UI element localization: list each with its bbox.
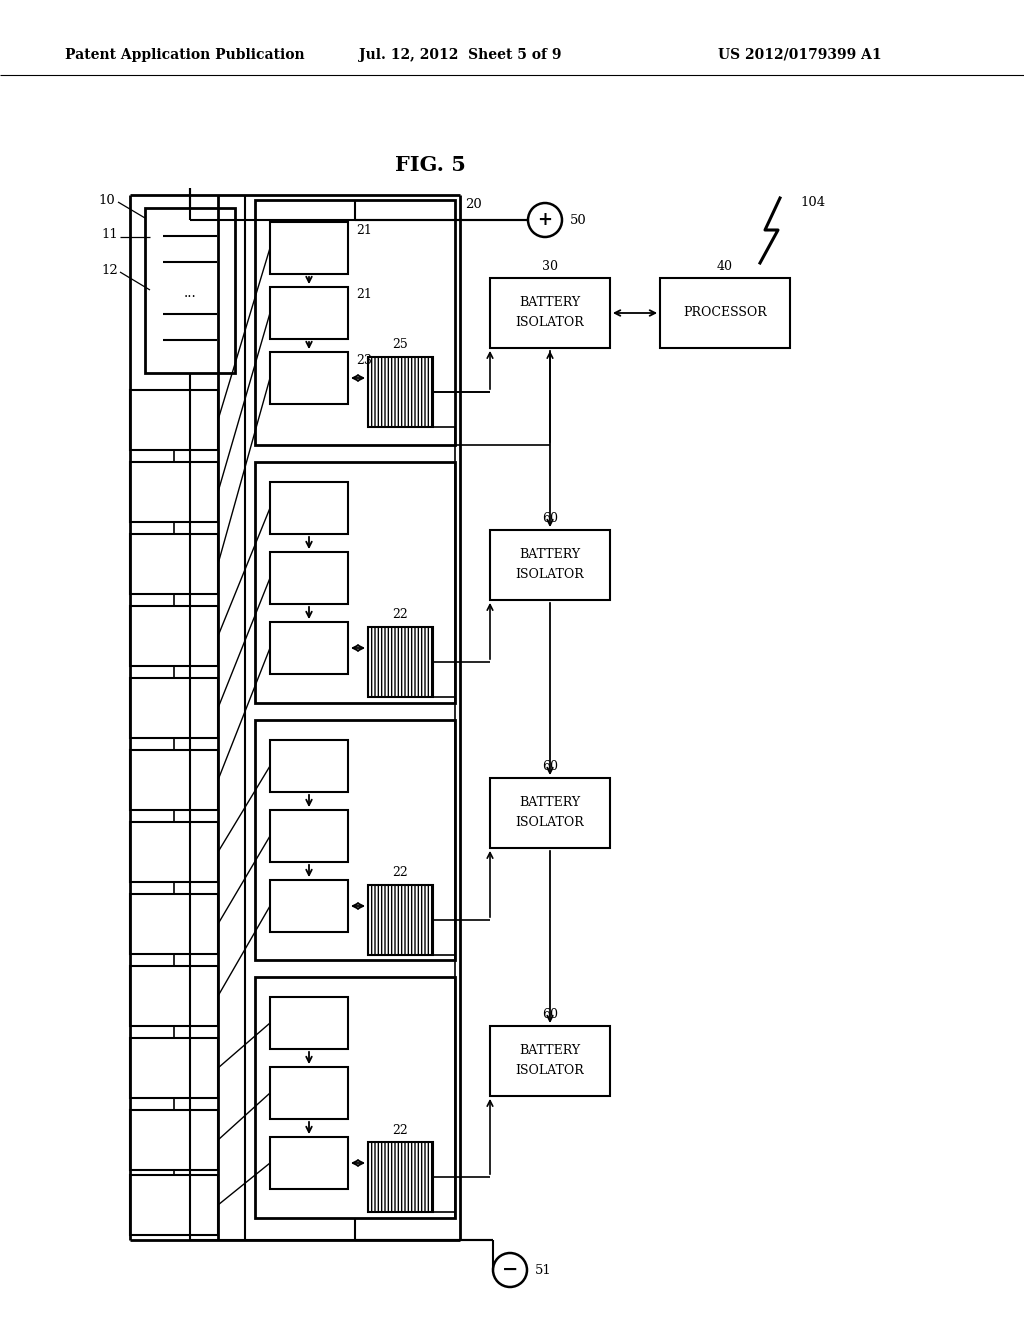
Bar bbox=[368, 884, 433, 954]
Text: 104: 104 bbox=[800, 197, 825, 210]
Bar bbox=[490, 279, 610, 348]
Bar bbox=[270, 352, 348, 404]
Bar bbox=[130, 750, 218, 810]
Text: BATTERY: BATTERY bbox=[519, 297, 581, 309]
Bar bbox=[270, 552, 348, 605]
Text: 21: 21 bbox=[356, 223, 372, 236]
Bar bbox=[490, 1026, 610, 1096]
Text: 51: 51 bbox=[535, 1263, 552, 1276]
Bar bbox=[270, 222, 348, 275]
Bar bbox=[130, 535, 218, 594]
Bar bbox=[130, 389, 218, 450]
Bar bbox=[270, 997, 348, 1049]
Bar bbox=[130, 1038, 218, 1098]
Text: 40: 40 bbox=[717, 260, 733, 272]
Bar bbox=[490, 531, 610, 601]
Text: Patent Application Publication: Patent Application Publication bbox=[66, 48, 305, 62]
Bar bbox=[270, 1137, 348, 1189]
Text: BATTERY: BATTERY bbox=[519, 1044, 581, 1057]
Bar bbox=[130, 606, 218, 667]
Bar bbox=[368, 356, 433, 426]
Text: ISOLATOR: ISOLATOR bbox=[516, 817, 585, 829]
Text: ISOLATOR: ISOLATOR bbox=[516, 1064, 585, 1077]
Bar bbox=[130, 678, 218, 738]
Bar bbox=[270, 482, 348, 535]
Text: 60: 60 bbox=[542, 759, 558, 772]
Text: ISOLATOR: ISOLATOR bbox=[516, 569, 585, 582]
Text: 11: 11 bbox=[101, 228, 118, 242]
Text: 12: 12 bbox=[101, 264, 118, 276]
Text: FIG. 5: FIG. 5 bbox=[394, 154, 466, 176]
Text: 50: 50 bbox=[570, 214, 587, 227]
Text: 22: 22 bbox=[392, 1123, 408, 1137]
Bar bbox=[255, 201, 455, 445]
Text: US 2012/0179399 A1: US 2012/0179399 A1 bbox=[718, 48, 882, 62]
Text: PROCESSOR: PROCESSOR bbox=[683, 306, 767, 319]
Bar bbox=[130, 1175, 218, 1236]
Bar bbox=[270, 286, 348, 339]
Bar bbox=[270, 880, 348, 932]
Text: 30: 30 bbox=[542, 260, 558, 272]
Bar bbox=[255, 462, 455, 704]
Bar bbox=[130, 1110, 218, 1170]
Bar bbox=[130, 462, 218, 521]
Bar bbox=[490, 777, 610, 847]
Bar bbox=[368, 627, 433, 697]
Bar bbox=[130, 822, 218, 882]
Text: ISOLATOR: ISOLATOR bbox=[516, 317, 585, 330]
Text: 10: 10 bbox=[98, 194, 115, 206]
Text: 20: 20 bbox=[465, 198, 481, 211]
Bar bbox=[270, 741, 348, 792]
Bar bbox=[270, 1067, 348, 1119]
Text: 22: 22 bbox=[392, 866, 408, 879]
Text: +: + bbox=[538, 211, 553, 228]
Text: −: − bbox=[502, 1261, 518, 1279]
Text: 21: 21 bbox=[356, 289, 372, 301]
Text: BATTERY: BATTERY bbox=[519, 796, 581, 809]
Bar bbox=[270, 622, 348, 675]
Text: ...: ... bbox=[183, 286, 197, 300]
Text: Jul. 12, 2012  Sheet 5 of 9: Jul. 12, 2012 Sheet 5 of 9 bbox=[358, 48, 561, 62]
Text: 23: 23 bbox=[356, 354, 372, 367]
Text: BATTERY: BATTERY bbox=[519, 549, 581, 561]
Text: 60: 60 bbox=[542, 1007, 558, 1020]
Text: 25: 25 bbox=[392, 338, 408, 351]
Bar bbox=[130, 894, 218, 954]
Bar bbox=[270, 810, 348, 862]
Bar bbox=[368, 1142, 433, 1212]
Bar bbox=[255, 719, 455, 960]
Text: 60: 60 bbox=[542, 511, 558, 524]
Bar bbox=[255, 977, 455, 1218]
Text: 22: 22 bbox=[392, 609, 408, 622]
Bar bbox=[660, 279, 790, 348]
Bar bbox=[145, 209, 234, 374]
Bar bbox=[130, 966, 218, 1026]
